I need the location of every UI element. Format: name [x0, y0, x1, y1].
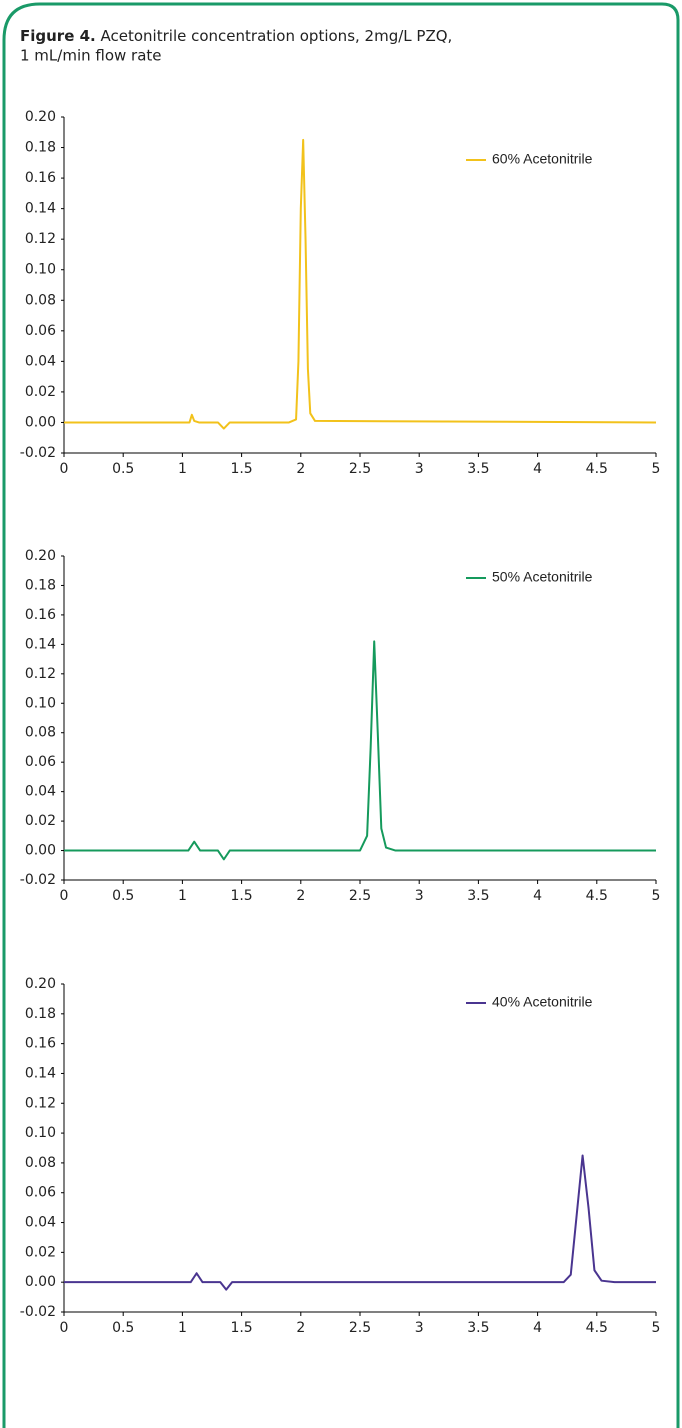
y-tick-label: 0.08 — [25, 725, 56, 741]
x-tick-label: 3.5 — [467, 1320, 489, 1336]
y-tick-label: -0.02 — [20, 445, 56, 461]
x-tick-label: 1 — [178, 461, 187, 477]
y-tick-label: 0.20 — [25, 548, 56, 564]
y-tick-label: 0.20 — [25, 976, 56, 992]
y-tick-label: 0.02 — [25, 1244, 56, 1260]
x-tick-label: 4 — [533, 1320, 542, 1336]
y-tick-label: 0.12 — [25, 1095, 56, 1111]
y-tick-label: 0.18 — [25, 1006, 56, 1022]
x-tick-label: 4 — [533, 461, 542, 477]
legend-label: 50% Acetonitrile — [492, 569, 593, 585]
y-tick-label: 0.00 — [25, 414, 56, 430]
y-tick-label: 0.14 — [25, 1065, 56, 1081]
y-tick-label: 0.00 — [25, 843, 56, 859]
y-tick-label: 0.04 — [25, 1215, 56, 1231]
x-tick-label: 5 — [652, 888, 661, 904]
x-tick-label: 0 — [60, 1320, 69, 1336]
x-tick-label: 3 — [415, 1320, 424, 1336]
figure-label: Figure 4. — [20, 27, 96, 45]
y-tick-label: 0.02 — [25, 384, 56, 400]
caption-line: Figure 4. Acetonitrile concentration opt… — [20, 27, 452, 45]
y-tick-label: 0.10 — [25, 695, 56, 711]
y-tick-label: 0.04 — [25, 353, 56, 369]
x-tick-label: 0.5 — [112, 461, 134, 477]
y-tick-label: -0.02 — [20, 872, 56, 888]
x-tick-label: 1 — [178, 888, 187, 904]
y-tick-label: 0.16 — [25, 1036, 56, 1052]
x-tick-label: 4 — [533, 888, 542, 904]
y-tick-label: 0.14 — [25, 201, 56, 217]
y-tick-label: 0.10 — [25, 1125, 56, 1141]
y-tick-label: 0.06 — [25, 754, 56, 770]
x-tick-label: 0 — [60, 888, 69, 904]
x-tick-label: 2.5 — [349, 888, 371, 904]
y-tick-label: 0.14 — [25, 636, 56, 652]
x-tick-label: 1.5 — [230, 461, 252, 477]
x-tick-label: 0 — [60, 461, 69, 477]
y-tick-label: 0.00 — [25, 1274, 56, 1290]
series-line — [64, 1154, 656, 1291]
y-tick-label: 0.12 — [25, 231, 56, 247]
y-tick-label: 0.16 — [25, 607, 56, 623]
y-tick-label: 0.18 — [25, 140, 56, 156]
x-tick-label: 4.5 — [586, 461, 608, 477]
x-tick-label: 2 — [296, 461, 305, 477]
x-tick-label: 1.5 — [230, 888, 252, 904]
x-tick-label: 2.5 — [349, 461, 371, 477]
x-tick-label: 1.5 — [230, 1320, 252, 1336]
x-tick-label: 5 — [652, 1320, 661, 1336]
y-tick-label: 0.08 — [25, 1155, 56, 1171]
legend-label: 60% Acetonitrile — [492, 151, 593, 167]
y-tick-label: 0.02 — [25, 813, 56, 829]
y-tick-label: -0.02 — [20, 1304, 56, 1320]
y-tick-label: 0.08 — [25, 292, 56, 308]
y-tick-label: 0.12 — [25, 666, 56, 682]
y-tick-label: 0.18 — [25, 577, 56, 593]
y-tick-label: 0.16 — [25, 170, 56, 186]
legend-label: 40% Acetonitrile — [492, 994, 593, 1010]
x-tick-label: 2 — [296, 888, 305, 904]
y-tick-label: 0.06 — [25, 323, 56, 339]
caption: 1 mL/min flow rate — [20, 47, 162, 65]
series-line — [64, 138, 657, 430]
x-tick-label: 0.5 — [112, 1320, 134, 1336]
x-tick-label: 0.5 — [112, 888, 134, 904]
x-tick-label: 3.5 — [467, 888, 489, 904]
y-tick-label: 0.06 — [25, 1185, 56, 1201]
x-tick-label: 2.5 — [349, 1320, 371, 1336]
y-tick-label: 0.10 — [25, 262, 56, 278]
y-tick-label: 0.04 — [25, 784, 56, 800]
y-tick-label: 0.20 — [25, 109, 56, 125]
x-tick-label: 3 — [415, 888, 424, 904]
x-tick-label: 4.5 — [586, 1320, 608, 1336]
x-tick-label: 5 — [652, 461, 661, 477]
series-line — [64, 640, 656, 861]
x-tick-label: 2 — [296, 1320, 305, 1336]
x-tick-label: 3.5 — [467, 461, 489, 477]
x-tick-label: 4.5 — [586, 888, 608, 904]
x-tick-label: 3 — [415, 461, 424, 477]
x-tick-label: 1 — [178, 1320, 187, 1336]
caption: Acetonitrile concentration options, 2mg/… — [101, 27, 453, 45]
